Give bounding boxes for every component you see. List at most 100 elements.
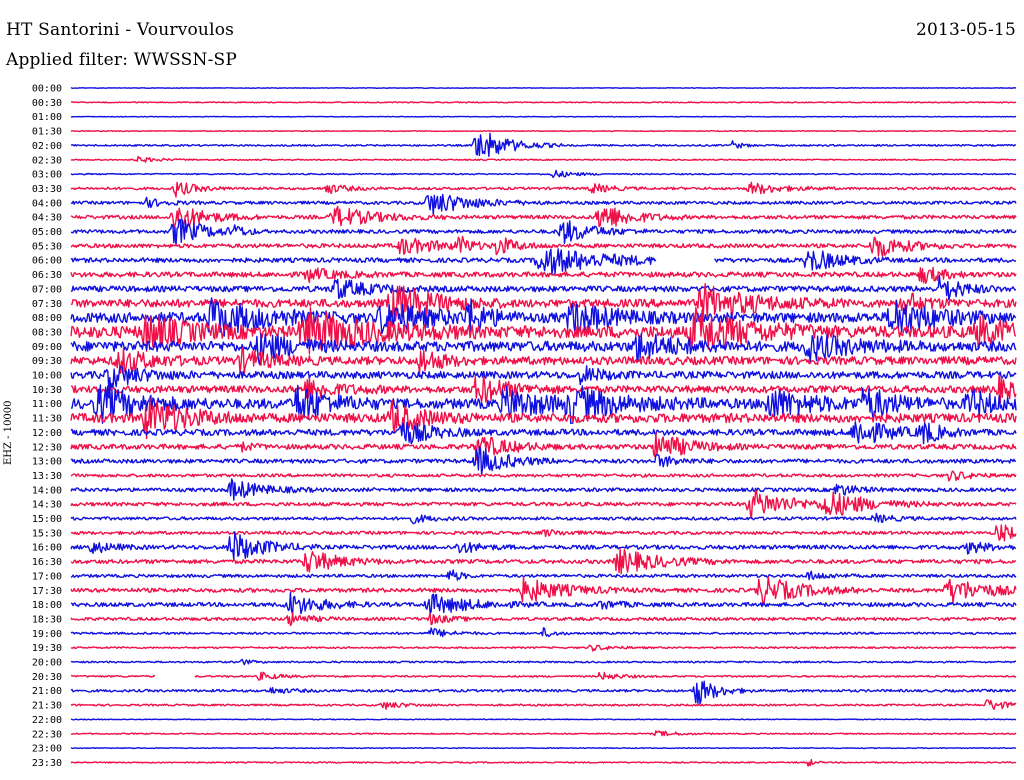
trace-line xyxy=(70,680,1017,705)
time-label: 04:00 xyxy=(32,198,62,209)
time-label: 18:00 xyxy=(32,600,62,611)
time-label: 00:00 xyxy=(32,84,62,95)
trace-line xyxy=(70,445,1016,476)
trace-line xyxy=(70,235,1017,258)
filter-label: Applied filter: WWSSN-SP xyxy=(6,50,238,70)
trace-line xyxy=(70,87,1017,89)
trace-line xyxy=(70,644,1017,652)
trace-line xyxy=(70,365,1017,391)
trace-line xyxy=(70,569,1017,581)
time-label: 12:30 xyxy=(32,442,62,453)
trace-line xyxy=(70,671,1017,681)
time-label: 10:30 xyxy=(32,385,62,396)
time-label: 21:00 xyxy=(32,686,62,697)
time-label: 04:30 xyxy=(32,213,62,224)
time-label: 20:30 xyxy=(32,672,62,683)
time-label: 07:00 xyxy=(32,284,62,295)
trace-line xyxy=(70,218,1017,247)
trace-line xyxy=(70,332,1017,366)
time-label: 07:30 xyxy=(32,299,62,310)
trace-line xyxy=(70,274,1017,301)
time-label: 10:00 xyxy=(32,371,62,382)
trace-line xyxy=(70,130,1017,133)
time-label: 11:00 xyxy=(32,399,62,410)
trace-line xyxy=(70,205,1017,229)
trace-line xyxy=(70,181,1017,198)
time-label: 03:30 xyxy=(32,184,62,195)
trace-line xyxy=(70,431,1017,461)
time-label: 06:30 xyxy=(32,270,62,281)
time-label: 09:00 xyxy=(32,342,62,353)
trace-line xyxy=(70,592,1017,616)
time-label: 22:30 xyxy=(32,729,62,740)
time-label: 19:00 xyxy=(32,629,62,640)
trace-line xyxy=(70,374,1017,404)
trace-line xyxy=(70,576,1017,606)
trace-line xyxy=(70,115,1017,118)
trace-line xyxy=(70,266,1017,285)
time-label: 03:00 xyxy=(32,170,62,181)
time-label: 15:30 xyxy=(32,528,62,539)
trace-line xyxy=(70,283,1017,328)
time-label: 05:00 xyxy=(32,227,62,238)
time-label: 16:00 xyxy=(32,543,62,554)
trace-line xyxy=(70,169,1017,178)
time-label: 14:00 xyxy=(32,485,62,496)
trace-line xyxy=(70,347,1017,375)
time-label: 19:30 xyxy=(32,643,62,654)
trace-line xyxy=(70,397,1017,440)
trace-line xyxy=(70,132,1017,157)
time-label: 09:30 xyxy=(32,356,62,367)
trace-line xyxy=(70,730,1017,737)
trace-line xyxy=(70,658,1017,666)
time-label: 22:00 xyxy=(32,715,62,726)
trace-line xyxy=(70,627,1017,638)
trace-line xyxy=(70,248,1017,275)
time-label: 16:30 xyxy=(32,557,62,568)
time-label: 23:00 xyxy=(32,744,62,755)
time-label: 00:30 xyxy=(32,98,62,109)
time-label: 13:30 xyxy=(32,471,62,482)
time-label: 13:00 xyxy=(32,457,62,468)
time-label: 08:00 xyxy=(32,313,62,324)
trace-line xyxy=(70,548,1016,575)
trace-line xyxy=(70,489,1017,520)
trace-line xyxy=(70,421,1017,445)
time-label: 14:30 xyxy=(32,500,62,511)
time-label: 17:00 xyxy=(32,571,62,582)
time-label: 11:30 xyxy=(32,414,62,425)
trace-line xyxy=(70,297,1017,337)
trace-line xyxy=(70,155,1017,163)
station-title: HT Santorini - Vourvoulos xyxy=(6,20,235,40)
trace-line xyxy=(70,470,1017,482)
time-label: 12:00 xyxy=(32,428,62,439)
time-label: 15:00 xyxy=(32,514,62,525)
time-label: 01:30 xyxy=(32,127,62,138)
trace-line xyxy=(70,384,1017,424)
time-label: 05:30 xyxy=(32,241,62,252)
trace-line xyxy=(70,699,1017,710)
record-date: 2013-05-15 xyxy=(915,20,1016,40)
time-label: 17:30 xyxy=(32,586,62,597)
trace-line xyxy=(70,612,1017,627)
trace-line xyxy=(70,718,1017,721)
time-label: 02:30 xyxy=(32,155,62,166)
time-label: 23:30 xyxy=(32,758,62,769)
time-label: 06:00 xyxy=(32,256,62,267)
trace-line xyxy=(70,759,1016,767)
time-label: 01:00 xyxy=(32,112,62,123)
time-label: 21:30 xyxy=(32,701,62,712)
time-label: 08:30 xyxy=(32,327,62,338)
time-label: 18:30 xyxy=(32,614,62,625)
trace-line xyxy=(70,747,1017,750)
trace-line xyxy=(70,512,1017,525)
trace-line xyxy=(70,306,1017,355)
trace-line xyxy=(70,193,1017,216)
time-label: 02:00 xyxy=(32,141,62,152)
time-label: 20:00 xyxy=(32,658,62,669)
trace-line xyxy=(70,524,1017,542)
trace-line xyxy=(70,101,1017,104)
trace-line xyxy=(70,531,1017,561)
trace-line xyxy=(70,478,1017,501)
